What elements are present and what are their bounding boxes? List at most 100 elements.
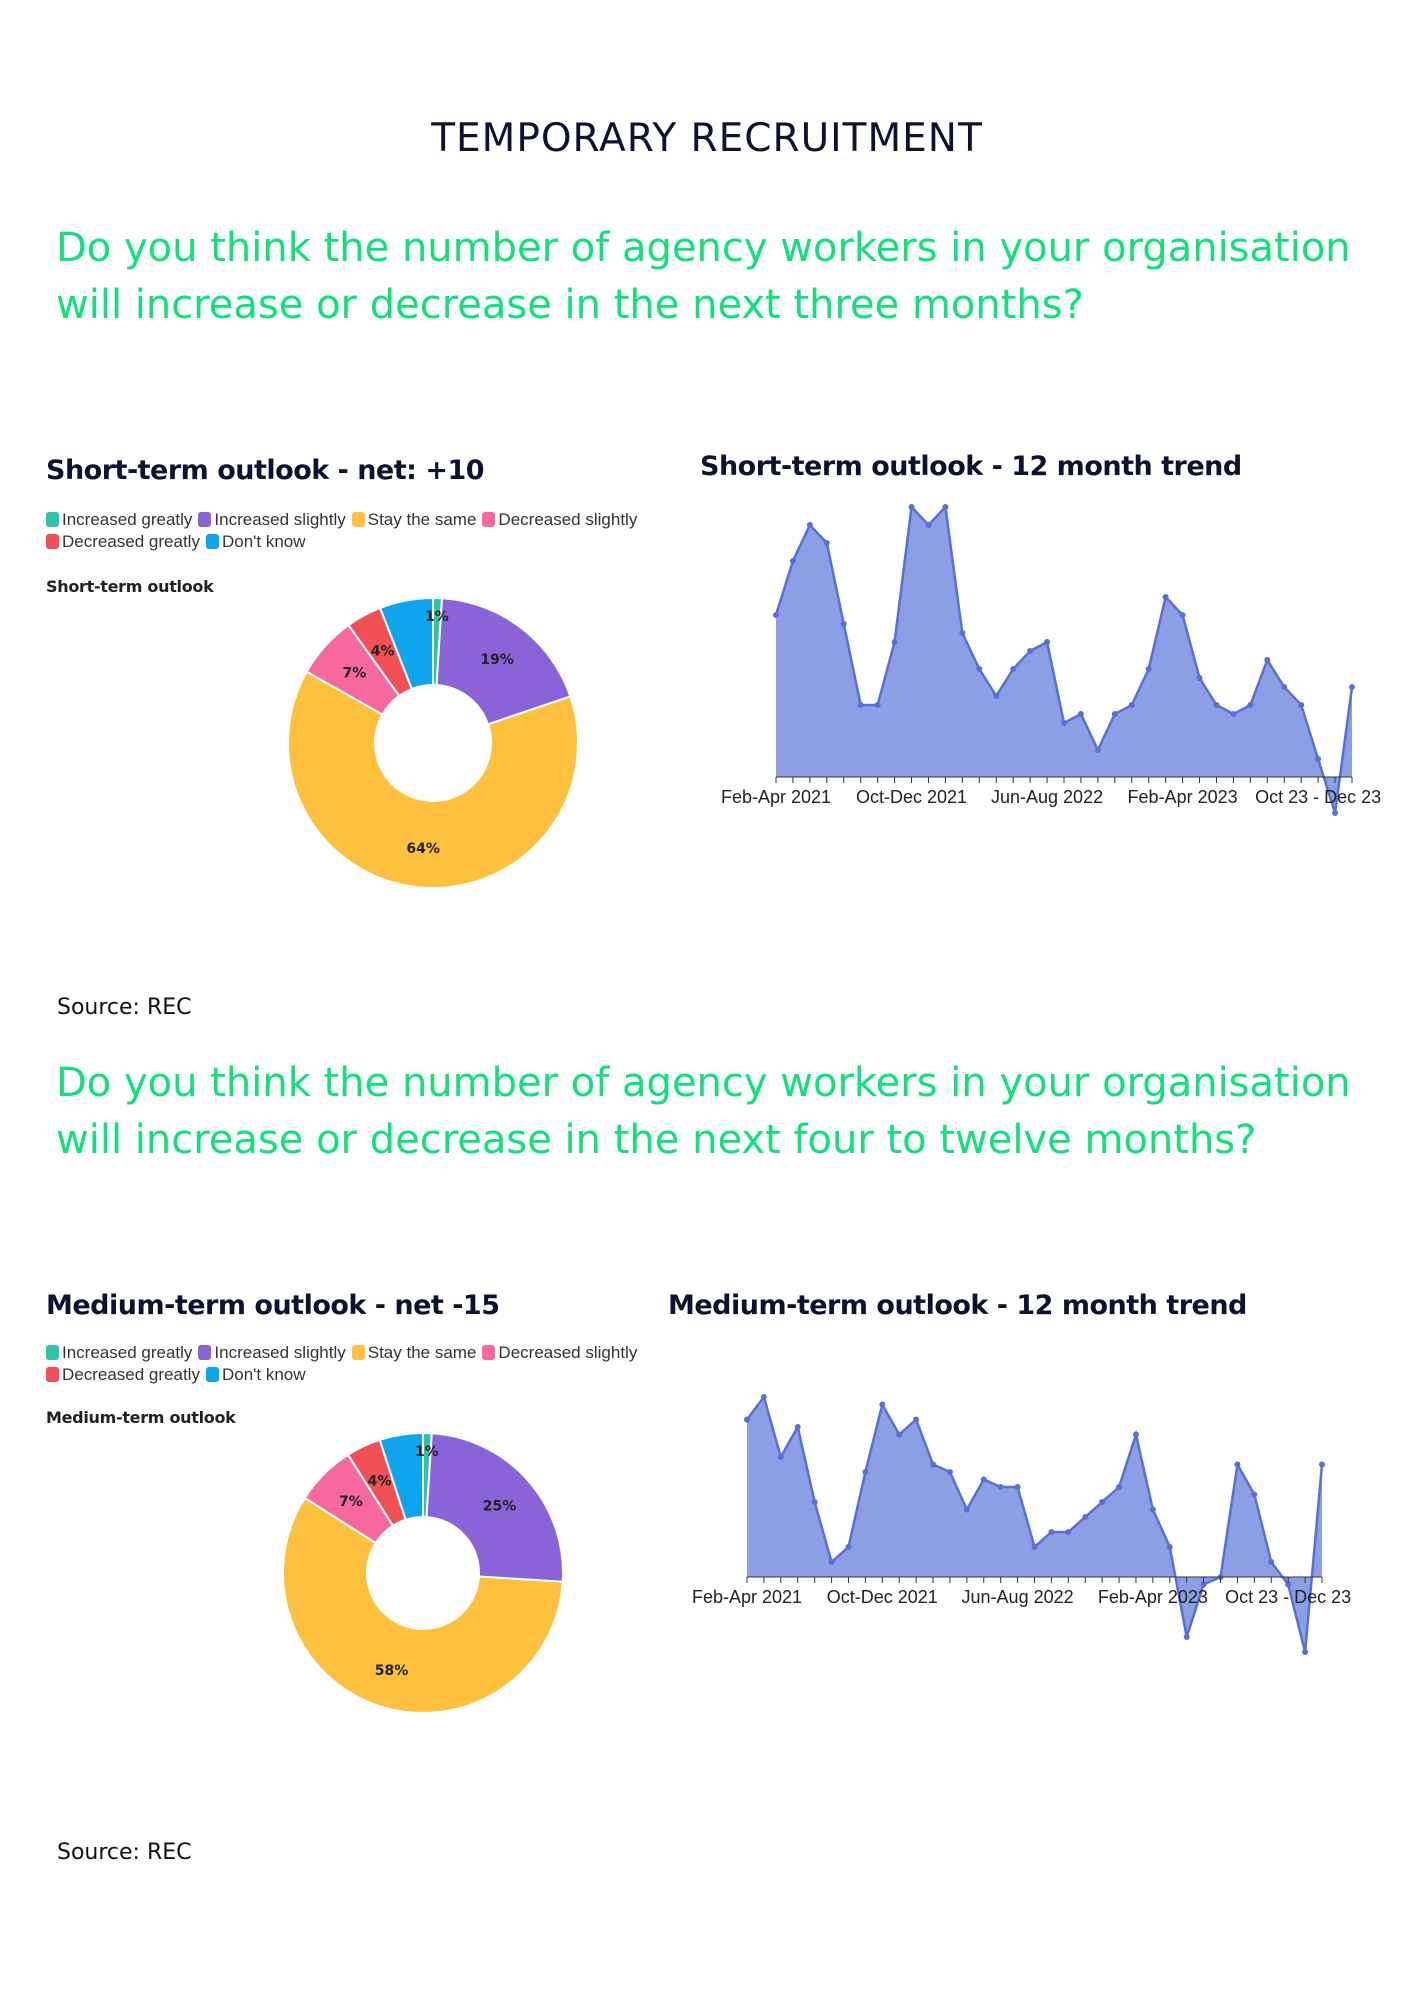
trend-point <box>942 504 949 510</box>
x-tick-label: Jun-Aug 2022 <box>962 1587 1074 1607</box>
trend-point <box>777 1454 784 1460</box>
legend-label: Decreased greatly <box>62 532 200 551</box>
donut-data-label: 4% <box>371 643 395 659</box>
trend-point <box>828 1559 835 1565</box>
donut-data-label: 25% <box>483 1499 517 1515</box>
trend-point <box>862 1469 869 1475</box>
source-medium-term: Source: REC <box>57 1840 192 1865</box>
legend-item: Increased greatly <box>46 509 192 531</box>
medium-term-donut-subtitle: Medium-term outlook <box>46 1408 236 1427</box>
trend-point <box>1044 639 1051 645</box>
trend-area <box>747 1397 1322 1652</box>
donut-data-label: 4% <box>368 1474 392 1490</box>
donut-slice-dont-know <box>378 1431 424 1522</box>
question-short-term: Do you think the number of agency worker… <box>56 225 1351 328</box>
short-term-trend-title: Short-term outlook - 12 month trend <box>700 451 1242 482</box>
trend-point <box>811 1499 818 1505</box>
medium-term-trend-title: Medium-term outlook - 12 month trend <box>668 1290 1247 1321</box>
trend-point <box>1183 1634 1190 1640</box>
trend-point <box>879 1401 886 1408</box>
trend-point <box>1149 1506 1156 1513</box>
x-tick-label: Feb-Apr 2023 <box>1128 787 1238 807</box>
x-tick-label: Oct-Dec 2021 <box>827 1587 938 1607</box>
medium-term-trend-chart: Feb-Apr 2021 Oct-Dec 2021 Jun-Aug 2022 Feb-… <box>692 1394 1351 1655</box>
legend-swatch <box>351 1345 365 1360</box>
legend-label: Increased slightly <box>214 1343 346 1362</box>
donut-data-label: 7% <box>343 666 367 682</box>
trend-point <box>823 540 830 546</box>
trend-point <box>1014 1484 1021 1490</box>
trend-point <box>1111 711 1118 717</box>
legend-item: Don't know <box>205 531 306 553</box>
trend-point <box>1319 1461 1325 1468</box>
x-tick-label: Oct 23 - Dec 23 <box>1255 787 1381 807</box>
trend-point <box>1082 1514 1089 1520</box>
legend-swatch <box>205 534 219 549</box>
trend-point <box>857 702 864 708</box>
trend-point <box>930 1461 937 1468</box>
x-tick-label: Feb-Apr 2023 <box>1098 1587 1208 1607</box>
page-title: TEMPORARY RECRUITMENT <box>431 116 983 161</box>
trend-point <box>1065 1529 1072 1535</box>
legend-swatch <box>351 512 365 527</box>
trend-point <box>959 630 966 636</box>
trend-point <box>789 558 796 564</box>
legend-label: Don't know <box>221 532 306 551</box>
donut-slice-stay-the-same <box>287 670 579 889</box>
trend-point <box>1077 711 1084 717</box>
donut-slice-increased-slightly <box>435 597 572 726</box>
trend-point <box>1213 702 1220 708</box>
trend-point <box>1234 1461 1241 1468</box>
legend-item: Decreased greatly <box>46 531 200 553</box>
trend-point <box>1094 747 1101 753</box>
x-tick-label: Oct 23 - Dec 23 <box>1225 1587 1351 1607</box>
donut-data-label: 19% <box>480 652 514 668</box>
trend-point <box>1162 594 1169 600</box>
x-tick-label: Feb-Apr 2021 <box>692 1587 802 1607</box>
trend-point <box>1251 1491 1258 1498</box>
trend-point <box>1264 657 1271 663</box>
trend-point <box>1031 1544 1038 1550</box>
legend-swatch <box>482 1345 496 1360</box>
legend-item: Increased greatly <box>46 1342 192 1364</box>
trend-point <box>794 1424 801 1430</box>
trend-point <box>874 702 881 708</box>
trend-point <box>908 504 915 510</box>
donut-data-label: 64% <box>406 841 440 857</box>
trend-point <box>1116 1484 1123 1490</box>
legend-label: Increased slightly <box>214 510 346 529</box>
trend-point <box>980 1476 987 1483</box>
trend-point <box>925 522 932 528</box>
trend-point <box>896 1431 903 1438</box>
medium-term-donut-title: Medium-term outlook - net -15 <box>46 1290 500 1321</box>
trend-point <box>806 522 813 528</box>
trend-point <box>946 1469 953 1475</box>
medium-term-donut-chart: 1% 25% 58% 7% 4% <box>282 1431 564 1714</box>
short-term-donut-subtitle: Short-term outlook <box>46 577 214 596</box>
trend-point <box>1027 648 1034 654</box>
legend-label: Decreased slightly <box>498 1343 638 1362</box>
trend-point <box>1302 1649 1309 1655</box>
legend-item: Decreased greatly <box>46 1364 200 1386</box>
legend-swatch <box>198 1345 212 1360</box>
legend-swatch <box>46 534 59 549</box>
legend-swatch <box>46 1367 59 1382</box>
short-term-donut-chart: 1% 19% 64% 7%4% <box>287 596 579 889</box>
trend-point <box>1128 702 1135 708</box>
legend-label: Don't know <box>221 1365 306 1384</box>
source-short-term: Source: REC <box>57 995 192 1020</box>
donut-data-label: 1% <box>425 609 449 625</box>
trend-point <box>1061 720 1067 726</box>
legend-swatch <box>205 1367 219 1382</box>
legend-label: Decreased slightly <box>498 510 638 529</box>
trend-point <box>1315 756 1322 762</box>
trend-point <box>1010 666 1017 672</box>
trend-point <box>1268 1559 1275 1565</box>
donut-data-label: 58% <box>375 1663 409 1679</box>
trend-point <box>891 639 898 645</box>
trend-point <box>1281 684 1288 690</box>
short-term-legend: Increased greatly Increased slightly Stay … <box>46 509 706 553</box>
donut-slice-dont-know <box>378 596 434 691</box>
trend-area <box>776 507 1352 813</box>
trend-point <box>1179 612 1186 618</box>
